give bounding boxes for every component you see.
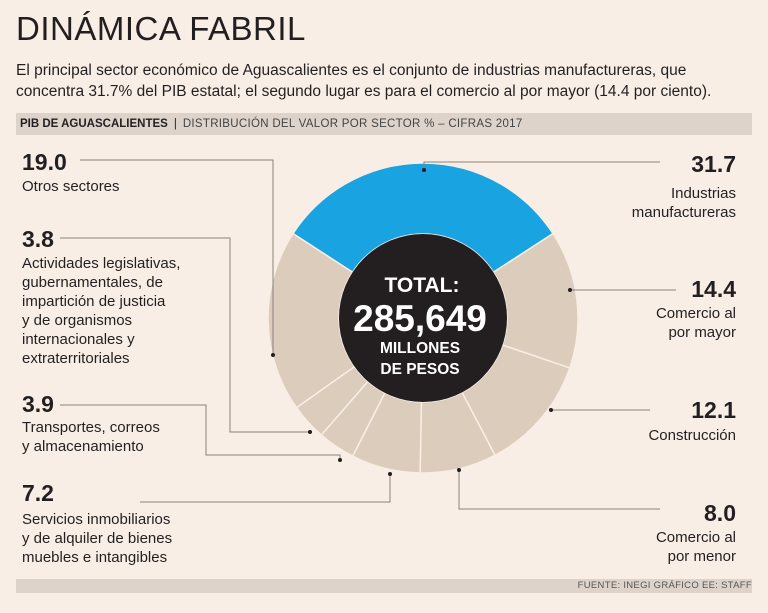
chart-description: DISTRIBUCIÓN DEL VALOR POR SECTOR % – CI… [182,118,523,130]
category-label-transportes-correos-y-almacenamiento: y almacenamiento [22,438,144,455]
category-label-actividades-legislativas-gubernamentales-de-imparticion-de-justicia-y-de-organismos-internacionales-y-extraterritoriales: impartición de justicia [22,293,166,310]
leader-dot-comercio-al-por-menor [457,468,461,472]
value-label-construccion: 12.1 [691,397,736,423]
category-label-industrias-manufactureras: manufactureras [632,204,736,221]
category-label-servicios-inmobiliarios-y-de-alquiler-de-bienes-muebles-e-intangibles: Servicios inmobiliarios [22,511,170,528]
chart-header-bar: PIB DE AGUASCALIENTES | DISTRIBUCIÓN DEL… [16,113,752,135]
page-subtitle: El principal sector económico de Aguasca… [16,62,712,100]
donut-slices [267,162,579,474]
leader-dot-servicios-inmobiliarios-y-de-alquiler-de-bienes-muebles-e-intangibles [388,472,392,476]
source-note: FUENTE: INEGI GRÁFICO EE: STAFF [577,580,752,591]
chart-header-separator: | [173,118,177,130]
value-label-comercio-al-por-menor: 8.0 [704,500,736,526]
leader-dot-industrias-manufactureras [422,168,426,172]
leader-line-industrias-manufactureras [423,161,660,170]
leader-line-actividades-legislativas-gubernamentales-de-imparticion-de-justicia-y-de-organismos-internacionales-y-extraterritoriales [60,237,310,433]
category-label-otros-sectores: Otros sectores [22,178,120,195]
category-label-actividades-legislativas-gubernamentales-de-imparticion-de-justicia-y-de-organismos-internacionales-y-extraterritoriales: y de organismos [22,312,132,329]
leader-dot-transportes-correos-y-almacenamiento [338,458,342,462]
leader-dot-construccion [549,408,553,412]
leader-line-comercio-al-por-menor [458,470,660,510]
leader-line-servicios-inmobiliarios-y-de-alquiler-de-bienes-muebles-e-intangibles [140,474,391,503]
value-label-industrias-manufactureras: 31.7 [691,151,736,177]
category-label-transportes-correos-y-almacenamiento: Transportes, correos [22,419,160,436]
category-label-comercio-al-por-menor: por menor [668,548,736,565]
leader-dot-otros-sectores [271,353,275,357]
center-unit-line1: MILLONES [380,340,460,357]
footer-bar [16,579,752,593]
value-label-transportes-correos-y-almacenamiento: 3.9 [22,391,54,417]
page-title: DINÁMICA FABRIL [16,10,306,47]
leader-dot-comercio-al-por-mayor [568,288,572,292]
donut-center [339,234,507,402]
category-label-construccion: Construcción [648,427,736,444]
value-label-comercio-al-por-mayor: 14.4 [691,276,736,302]
category-label-comercio-al-por-mayor: Comercio al [656,305,736,322]
category-label-industrias-manufactureras: Industrias [671,185,736,202]
leader-line-transportes-correos-y-almacenamiento [60,404,341,460]
leader-line-otros-sectores [80,159,274,355]
chart-title: PIB DE AGUASCALIENTES [20,118,168,130]
center-total-label: TOTAL: [384,274,459,297]
category-label-comercio-al-por-menor: Comercio al [656,529,736,546]
category-label-comercio-al-por-mayor: por mayor [668,324,736,341]
chart-callouts: 31.7 Industrias manufactureras 14.4 Comercio… [22,149,736,566]
value-label-otros-sectores: 19.0 [22,149,67,175]
leader-dot-actividades-legislativas-gubernamentales-de-imparticion-de-justicia-y-de-organismos-internacionales-y-extraterritoriales [308,430,312,434]
category-label-actividades-legislativas-gubernamentales-de-imparticion-de-justicia-y-de-organismos-internacionales-y-extraterritoriales: internacionales y [22,331,135,348]
center-unit-line2: DE PESOS [380,361,459,378]
category-label-servicios-inmobiliarios-y-de-alquiler-de-bienes-muebles-e-intangibles: muebles e intangibles [22,549,167,566]
category-label-actividades-legislativas-gubernamentales-de-imparticion-de-justicia-y-de-organismos-internacionales-y-extraterritoriales: extraterritoriales [22,350,130,367]
center-total-value: 285,649 [353,298,487,339]
category-label-servicios-inmobiliarios-y-de-alquiler-de-bienes-muebles-e-intangibles: y de alquiler de bienes [22,530,172,547]
value-label-actividades-legislativas-gubernamentales-de-imparticion-de-justicia-y-de-organismos-internacionales-y-extraterritoriales: 3.8 [22,226,54,252]
category-label-actividades-legislativas-gubernamentales-de-imparticion-de-justicia-y-de-organismos-internacionales-y-extraterritoriales: Actividades legislativas, [22,255,180,272]
value-label-servicios-inmobiliarios-y-de-alquiler-de-bienes-muebles-e-intangibles: 7.2 [22,480,54,506]
category-label-actividades-legislativas-gubernamentales-de-imparticion-de-justicia-y-de-organismos-internacionales-y-extraterritoriales: gubernamentales, de [22,274,163,291]
